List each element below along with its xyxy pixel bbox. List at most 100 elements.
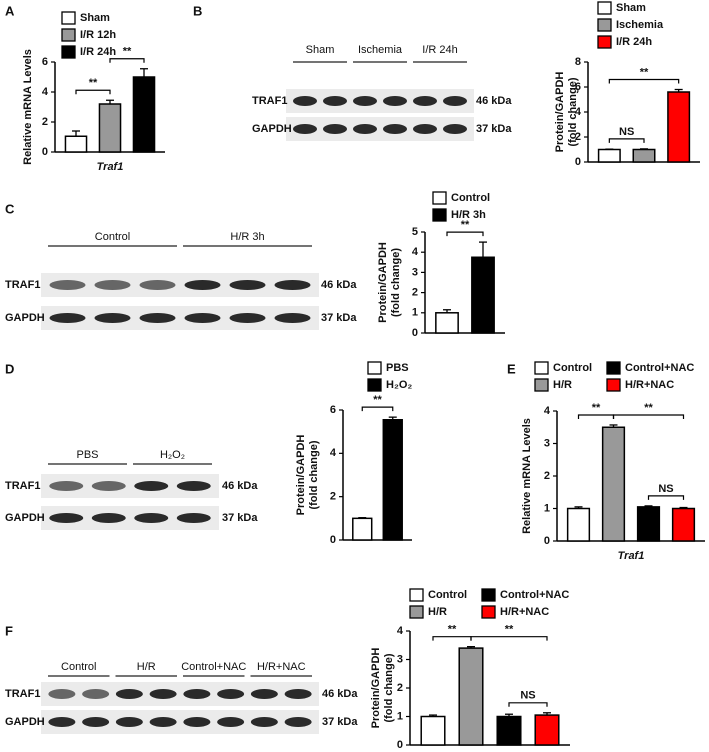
legend-swatch — [481, 588, 496, 602]
lane-group-label: I/R 24h — [422, 44, 457, 56]
lane-group-label: H/R 3h — [230, 231, 264, 243]
bar — [435, 312, 459, 334]
blot-band — [250, 717, 278, 727]
legend-label: I/R 12h — [80, 29, 116, 41]
blot-band — [443, 96, 467, 106]
y-tick-label: 6 — [575, 81, 581, 93]
blot-band — [48, 717, 76, 727]
blot-band — [49, 280, 86, 290]
size-label: 46 kDa — [322, 688, 358, 700]
y-tick-label: 5 — [412, 226, 418, 238]
blot-band — [284, 717, 312, 727]
significance-label: NS — [520, 690, 535, 702]
y-tick-label: 4 — [544, 405, 551, 417]
legend-swatch — [432, 191, 447, 205]
bar — [597, 148, 621, 163]
legend-label: H/R 3h — [451, 209, 486, 221]
y-tick-label: 2 — [412, 287, 418, 299]
y-axis-label: Protein/GAPDH — [554, 72, 566, 153]
y-tick-label: 1 — [397, 710, 403, 722]
blot-band — [115, 717, 143, 727]
y-tick-label: 4 — [42, 86, 49, 98]
y-tick-label: 0 — [575, 156, 581, 168]
blot-band — [176, 481, 211, 491]
blot-band — [91, 481, 126, 491]
blot-band — [91, 513, 126, 523]
y-tick-label: 4 — [330, 447, 337, 459]
y-tick-label: 6 — [330, 404, 336, 416]
legend-label: Sham — [616, 2, 646, 14]
bar — [566, 507, 591, 542]
protein-label: TRAF1 — [5, 480, 40, 492]
legend-swatch — [481, 605, 496, 619]
significance-label: ** — [640, 66, 649, 78]
legend-label: PBS — [386, 362, 409, 374]
panel-label: B — [193, 3, 202, 18]
significance-bracket — [608, 78, 680, 84]
legend-label: H/R+NAC — [625, 379, 674, 391]
blot-band — [383, 96, 407, 106]
blot-band — [284, 689, 312, 699]
size-label: 37 kDa — [322, 716, 358, 728]
legend-swatch — [606, 378, 621, 392]
bar — [471, 256, 495, 334]
significance-label: ** — [89, 77, 98, 89]
y-tick-label: 0 — [397, 739, 403, 751]
y-tick-label: 2 — [330, 491, 336, 503]
legend-swatch — [61, 11, 76, 25]
blot-band — [293, 124, 317, 134]
blot-band — [274, 280, 311, 290]
panel-label: E — [507, 361, 516, 376]
blot-band — [139, 313, 176, 323]
legend-label: H/R — [553, 379, 572, 391]
blot-band — [443, 124, 467, 134]
lane-group-label: Ischemia — [358, 44, 403, 56]
legend-swatch — [409, 605, 424, 619]
blot-band — [323, 96, 347, 106]
lane-group-label: Control+NAC — [181, 661, 246, 673]
legend-swatch — [409, 588, 424, 602]
protein-label: TRAF1 — [5, 279, 40, 291]
blot-band — [149, 689, 177, 699]
legend-label: Control+NAC — [500, 589, 569, 601]
blot-band — [413, 124, 437, 134]
y-tick-label: 0 — [42, 146, 48, 158]
y-tick-label: 8 — [575, 56, 581, 68]
blot-band — [82, 717, 110, 727]
y-tick-label: 0 — [412, 327, 418, 339]
bar — [496, 715, 522, 746]
x-category-label: Traf1 — [618, 550, 645, 562]
blot-band — [229, 313, 266, 323]
legend-label: Control — [451, 192, 490, 204]
y-tick-label: 3 — [412, 266, 418, 278]
legend-label: H/R+NAC — [500, 606, 549, 618]
significance-label: ** — [373, 394, 382, 406]
legend-label: Sham — [80, 12, 110, 24]
legend-label: I/R 24h — [80, 46, 116, 58]
bar — [671, 507, 696, 542]
blot-band — [48, 689, 76, 699]
significance-bracket — [508, 702, 548, 707]
y-tick-label: 0 — [330, 534, 336, 546]
significance-bracket — [647, 495, 685, 500]
size-label: 46 kDa — [321, 279, 357, 291]
legend-swatch — [534, 378, 549, 392]
y-tick-label: 3 — [397, 653, 403, 665]
blot-band — [94, 280, 131, 290]
y-axis-label: Relative mRNA Levels — [22, 49, 34, 165]
bar — [636, 506, 661, 542]
blot-band — [353, 96, 377, 106]
lane-group-label: H/R — [137, 661, 156, 673]
significance-bracket — [470, 636, 548, 641]
y-tick-label: 3 — [544, 437, 550, 449]
protein-label: GAPDH — [252, 123, 292, 135]
blot-band — [184, 280, 221, 290]
y-tick-label: 1 — [544, 502, 550, 514]
lane-group-label: PBS — [76, 449, 98, 461]
legend-label: Control — [553, 362, 592, 374]
legend-label: I/R 24h — [616, 36, 652, 48]
protein-label: TRAF1 — [5, 688, 40, 700]
bar — [458, 647, 484, 746]
panel-label: C — [5, 201, 15, 216]
